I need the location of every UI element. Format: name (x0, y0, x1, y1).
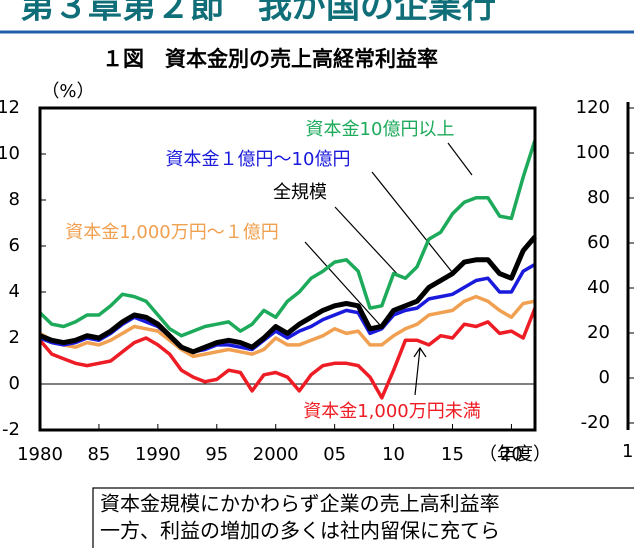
leaders (304, 142, 473, 396)
x-tick-label: 20 (500, 444, 523, 465)
y-tick-label: -2 (2, 419, 20, 440)
y-tick-label: 6 (9, 235, 20, 256)
note-line: 資本金規模にかかわらず企業の売上高利益率 (100, 492, 500, 516)
y-tick-label: 4 (9, 281, 20, 302)
y-tick-label: 10 (0, 143, 20, 164)
x-tick-label: 10 (382, 444, 405, 465)
y-tick-label: 100 (576, 142, 610, 163)
y-unit: （%） (41, 81, 94, 102)
series-label: 資本金１億円〜10億円 (166, 149, 351, 170)
x-tick-label: 05 (323, 444, 346, 465)
x-tick-label: 19 (622, 441, 634, 462)
x-unit: （年度） (479, 444, 551, 465)
note-line: 一方、利益の増加の多くは社内留保に充てら (100, 519, 500, 543)
y-tick-label: 20 (587, 322, 610, 343)
y-tick-label: 80 (587, 187, 610, 208)
page-header: 第３章第２節 我が国の企業行 (20, 0, 496, 27)
y-tick-label: 40 (587, 277, 610, 298)
series-label: 全規模 (273, 182, 327, 203)
series-line (38, 307, 537, 400)
x-tick-label: 95 (205, 444, 228, 465)
series-label: 資本金10億円以上 (306, 119, 455, 140)
y-tick-label: 8 (9, 189, 20, 210)
y-tick-label: 120 (576, 97, 610, 118)
chart-title: １図 資本金別の売上高経常利益率 (102, 47, 438, 71)
note-box (92, 487, 634, 548)
series-line (39, 294, 536, 359)
series-line (38, 139, 537, 338)
x-tick-label: 15 (441, 444, 464, 465)
y-tick-label: 2 (9, 327, 20, 348)
plot-frame (38, 106, 537, 432)
y-tick-label: 0 (599, 367, 610, 388)
y-tick-label: 60 (587, 232, 610, 253)
x-tick-label: 1980 (17, 444, 63, 465)
series-line (39, 235, 537, 355)
x-tick-label: 1990 (135, 444, 181, 465)
series-label: 資本金1,000万円〜１億円 (65, 222, 279, 243)
y-tick-label: -20 (581, 412, 610, 433)
x-tick-label: 85 (87, 444, 110, 465)
y-tick-label: 12 (0, 97, 20, 118)
y-tick-label: 0 (9, 373, 20, 394)
x-tick-label: 2000 (253, 444, 299, 465)
series-label: 資本金1,000万円未満 (303, 401, 481, 422)
